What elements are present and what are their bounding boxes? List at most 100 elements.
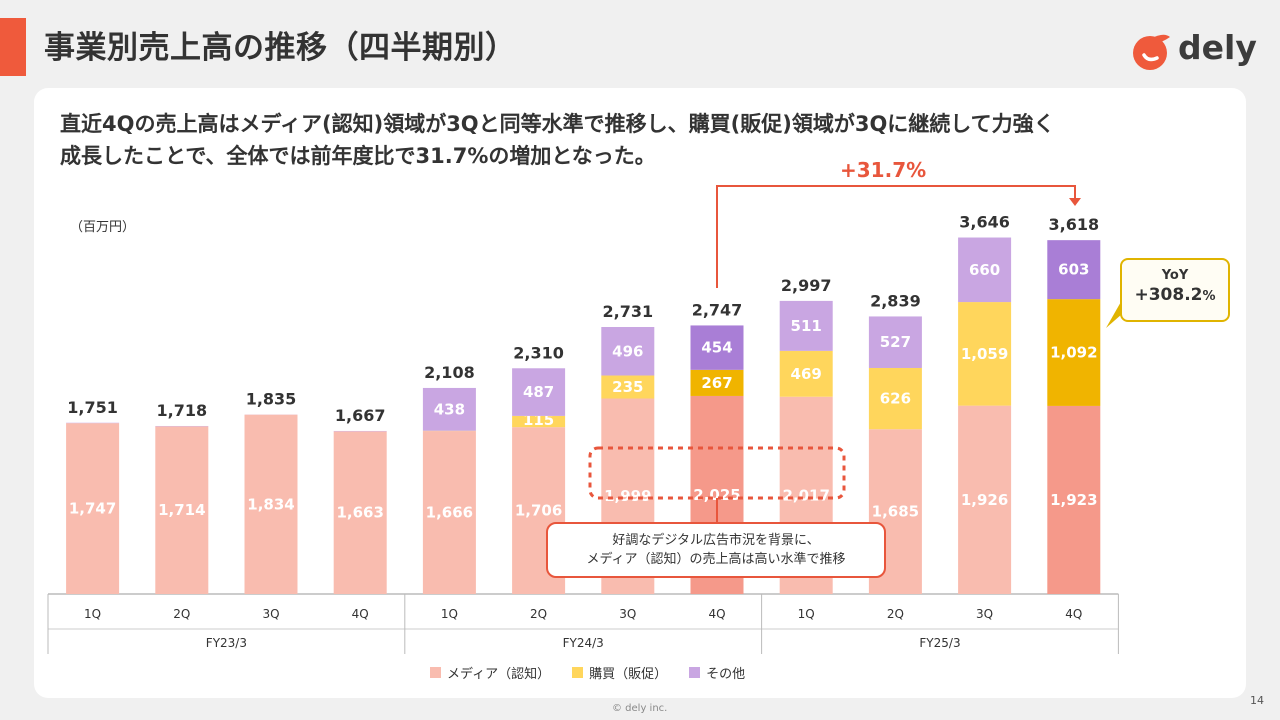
segment-label: 1,092 [1050,344,1097,362]
category-label: 4Q [708,607,725,621]
total-label: 1,667 [335,406,386,425]
headline-line-1: 直近4Qの売上高はメディア(認知)領域が3Qと同等水準で推移し、購買(販促)領域… [60,112,1055,136]
segment-label: 1,926 [961,491,1008,509]
headline: 直近4Qの売上高はメディア(認知)領域が3Qと同等水準で推移し、購買(販促)領域… [60,108,1055,172]
segment-label: 626 [880,390,911,408]
category-label: 1Q [84,607,101,621]
bar-segment-2 [422,387,476,431]
segment-label: 1,834 [247,495,294,513]
category-label: 3Q [976,607,993,621]
bar-segment-2 [779,300,833,351]
bar-segment-2 [690,325,744,370]
bar-segment-0 [333,431,387,594]
yoy-pointer [1106,300,1122,328]
category-label: 2Q [173,607,190,621]
segment-label: 454 [701,339,732,357]
total-label: 2,747 [692,300,743,319]
callout-line-1: 好調なデジタル広告市況を背景に、 [612,533,820,548]
segment-label: 1,999 [604,487,651,505]
bar-segment-1 [512,415,566,428]
total-label: 1,751 [67,398,118,417]
total-label: 3,646 [959,213,1010,232]
bar-segment-2 [1047,240,1101,300]
total-label: 1,718 [156,401,207,420]
legend-item-other: その他 [689,663,745,682]
logo: dely [1130,28,1260,72]
yoy-box: YoY +308.2% [1120,258,1230,322]
segment-label: 1,663 [336,504,383,522]
segment-label: 496 [612,342,643,360]
segment-label: 1,666 [426,504,473,522]
bar-segment-0 [66,423,120,594]
bar-segment-0 [958,405,1012,594]
copyright: © dely inc. [612,703,668,714]
legend-swatch-purchase [572,667,584,678]
segment-label: 511 [791,317,822,335]
group-label-1: FY24/3 [563,636,604,650]
segment-label: 1,923 [1050,491,1097,509]
segment-label: 1,747 [69,500,116,518]
legend-label-purchase: 購買（販促） [589,667,668,682]
category-label: 1Q [798,607,815,621]
segment-label: 603 [1058,261,1089,279]
bar-segment-2 [958,237,1012,303]
growth-label: +31.7% [840,158,927,182]
total-label: 2,997 [781,276,832,295]
bar-segment-1 [779,350,833,397]
segment-label: 235 [612,378,643,396]
category-label: 3Q [619,607,636,621]
legend-label-media: メディア（認知） [447,667,551,682]
bar-segment-0 [1047,405,1101,594]
segment-label: 267 [701,374,732,392]
bar-segment-1 [690,369,744,396]
dely-logo-icon [1133,34,1170,70]
segment-label: 438 [434,400,465,418]
segment-label: 1,714 [158,501,205,519]
legend-swatch-other [689,667,701,678]
callout-box: 好調なデジタル広告市況を背景に、 メディア（認知）の売上高は高い水準で推移 [546,522,886,578]
legend: メディア（認知） 購買（販促） その他 [430,663,745,682]
legend-swatch-media [430,667,441,678]
yoy-value: +308.2 [1134,285,1203,305]
bar-segment-1 [958,302,1012,406]
segment-label: 2,017 [782,486,829,504]
highlight-dashed-box [588,446,846,500]
category-label: 1Q [441,607,458,621]
category-label: 3Q [262,607,279,621]
total-label: 2,108 [424,363,475,382]
category-label: 4Q [1065,607,1082,621]
bar-segment-2 [512,368,566,416]
bar-segment-0 [244,414,298,594]
bar-segment-2 [601,327,655,376]
title-accent-bar [0,18,26,76]
group-label-2: FY25/3 [919,636,960,650]
growth-bracket [716,185,1076,288]
headline-line-2: 成長したことで、全体では前年度比で31.7%の増加となった。 [60,144,656,168]
legend-label-other: その他 [706,667,746,682]
legend-item-media: メディア（認知） [430,663,550,682]
bar-segment-1 [601,375,655,399]
callout-line-2: メディア（認知）の売上高は高い水準で推移 [586,552,846,567]
unit-label: （百万円） [70,220,136,235]
bar-segment-1 [1047,299,1101,406]
total-label: 2,731 [602,302,653,321]
total-label: 3,618 [1048,215,1099,234]
bar-segment-0 [155,426,209,594]
group-label-0: FY23/3 [206,636,247,650]
segment-label: 1,685 [872,503,919,521]
total-label: 2,310 [513,343,564,362]
bar-segment-1 [868,367,922,430]
segment-label: 469 [791,365,822,383]
category-label: 2Q [887,607,904,621]
category-label: 2Q [530,607,547,621]
segment-label: 1,059 [961,345,1008,363]
bar-segment-0 [422,431,476,594]
logo-text: dely [1178,28,1257,67]
segment-label: 660 [969,261,1000,279]
page-title: 事業別売上高の推移（四半期別） [44,30,517,66]
category-label: 4Q [352,607,369,621]
yoy-label: YoY [1161,268,1189,283]
total-label: 1,835 [246,390,297,409]
yoy-value-wrap: +308.2% [1122,285,1228,305]
